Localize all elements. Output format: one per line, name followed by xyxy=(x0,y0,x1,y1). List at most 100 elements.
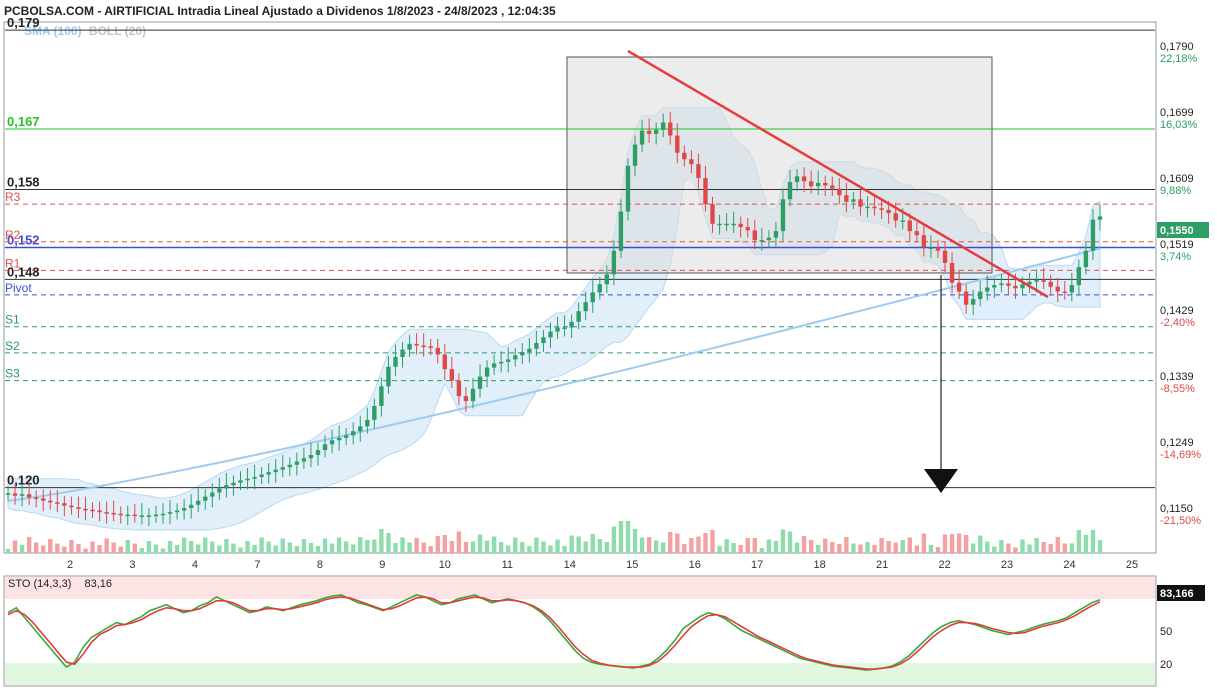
volume-bar xyxy=(407,542,412,553)
chart-title: PCBOLSA.COM - AIRTIFICIAL Intradia Linea… xyxy=(4,4,556,18)
level-label: 0,152 xyxy=(7,232,40,247)
candle-body xyxy=(252,477,257,479)
candle-body xyxy=(188,504,194,509)
candle-body xyxy=(224,485,229,489)
level-label: 0,148 xyxy=(7,264,40,279)
sto-d-line xyxy=(7,596,1101,670)
volume-bar xyxy=(55,543,60,553)
volume-bar xyxy=(752,538,757,553)
candle-body xyxy=(625,165,631,212)
x-axis-label: 10 xyxy=(439,559,451,571)
candle-body xyxy=(26,494,32,498)
candle-body xyxy=(203,496,208,501)
x-axis-label: 16 xyxy=(689,559,701,571)
volume-bar xyxy=(773,541,779,553)
candle-body xyxy=(886,209,891,214)
volume-bar xyxy=(1041,542,1046,553)
sto-overbought-zone xyxy=(5,577,1155,599)
candle-body xyxy=(956,282,962,292)
candle-body xyxy=(914,231,920,236)
boll-legend[interactable]: BOLL (20) xyxy=(88,24,147,38)
candle-body xyxy=(322,444,328,451)
candle-body xyxy=(196,500,201,505)
candle-body xyxy=(569,321,574,328)
candle-body xyxy=(372,405,377,420)
main-plot-area xyxy=(3,21,1157,554)
volume-bar xyxy=(153,544,159,553)
volume-bar xyxy=(365,540,370,553)
volume-bar xyxy=(69,540,74,553)
candle-body xyxy=(801,176,807,182)
candle-body xyxy=(1069,285,1075,293)
volume-bar xyxy=(449,541,455,553)
volume-bar xyxy=(625,521,631,553)
sma-legend[interactable]: SMA (100) xyxy=(24,24,82,38)
sto-k-line xyxy=(7,594,1101,671)
volume-bar xyxy=(604,542,610,553)
candle-body xyxy=(139,515,145,517)
volume-bar xyxy=(682,544,687,553)
volume-bar xyxy=(41,545,46,553)
candle-body xyxy=(174,510,180,513)
volume-bar xyxy=(900,540,905,553)
candle-body xyxy=(456,380,462,397)
candle-body xyxy=(597,284,602,293)
volume-bar xyxy=(294,546,300,553)
volume-bar xyxy=(1048,544,1053,553)
x-axis-label: 23 xyxy=(1001,559,1013,571)
volume-bar xyxy=(668,532,673,553)
x-axis-label: 24 xyxy=(1063,559,1075,571)
percent-tick-label: -8,55% xyxy=(1160,383,1195,395)
volume-bar xyxy=(273,545,278,553)
candle-body xyxy=(992,285,997,288)
volume-bar xyxy=(400,537,405,553)
candle-body xyxy=(301,458,307,462)
volume-bar xyxy=(675,533,680,553)
volume-bar xyxy=(217,545,222,553)
volume-bar xyxy=(83,548,88,553)
volume-bar xyxy=(830,542,835,553)
candle-body xyxy=(97,510,102,513)
volume-bar xyxy=(1069,543,1075,553)
candle-body xyxy=(541,337,546,344)
candle-body xyxy=(632,144,638,166)
bollinger-band xyxy=(7,107,1101,531)
volume-bar xyxy=(125,540,130,553)
candle-body xyxy=(1097,216,1103,220)
volume-bar xyxy=(949,534,955,553)
volume-bar xyxy=(386,533,391,553)
percent-tick-label: -2,40% xyxy=(1160,317,1195,329)
candle-body xyxy=(682,152,687,160)
candle-body xyxy=(604,274,610,285)
price-tick-label: 0,1790 xyxy=(1160,41,1194,53)
volume-bar xyxy=(886,541,891,553)
candle-body xyxy=(907,220,912,232)
x-axis-label: 18 xyxy=(814,559,826,571)
volume-bar xyxy=(26,537,32,553)
candle-body xyxy=(576,311,581,322)
volume-bar xyxy=(759,548,765,553)
x-axis-label: 17 xyxy=(751,559,763,571)
volume-bar xyxy=(978,535,983,553)
volume-bar xyxy=(858,544,863,553)
candle-body xyxy=(787,182,793,200)
candle-body xyxy=(294,461,300,465)
candle-body xyxy=(5,493,11,495)
x-axis-label: 11 xyxy=(502,559,513,571)
volume-bar xyxy=(358,537,363,553)
candle-body xyxy=(379,386,384,406)
candle-body xyxy=(1006,283,1011,286)
candle-body xyxy=(935,247,941,251)
volume-bar xyxy=(372,539,377,553)
volume-bar xyxy=(1083,535,1089,553)
candle-body xyxy=(336,437,342,441)
volume-bar xyxy=(245,541,250,553)
volume-bar xyxy=(696,536,701,553)
percent-tick-label: 16,03% xyxy=(1160,119,1198,131)
candle-body xyxy=(55,502,60,504)
candle-body xyxy=(816,182,821,187)
volume-bar xyxy=(724,539,729,553)
sto-tick-label: 50 xyxy=(1160,626,1172,638)
volume-bar xyxy=(513,537,518,553)
